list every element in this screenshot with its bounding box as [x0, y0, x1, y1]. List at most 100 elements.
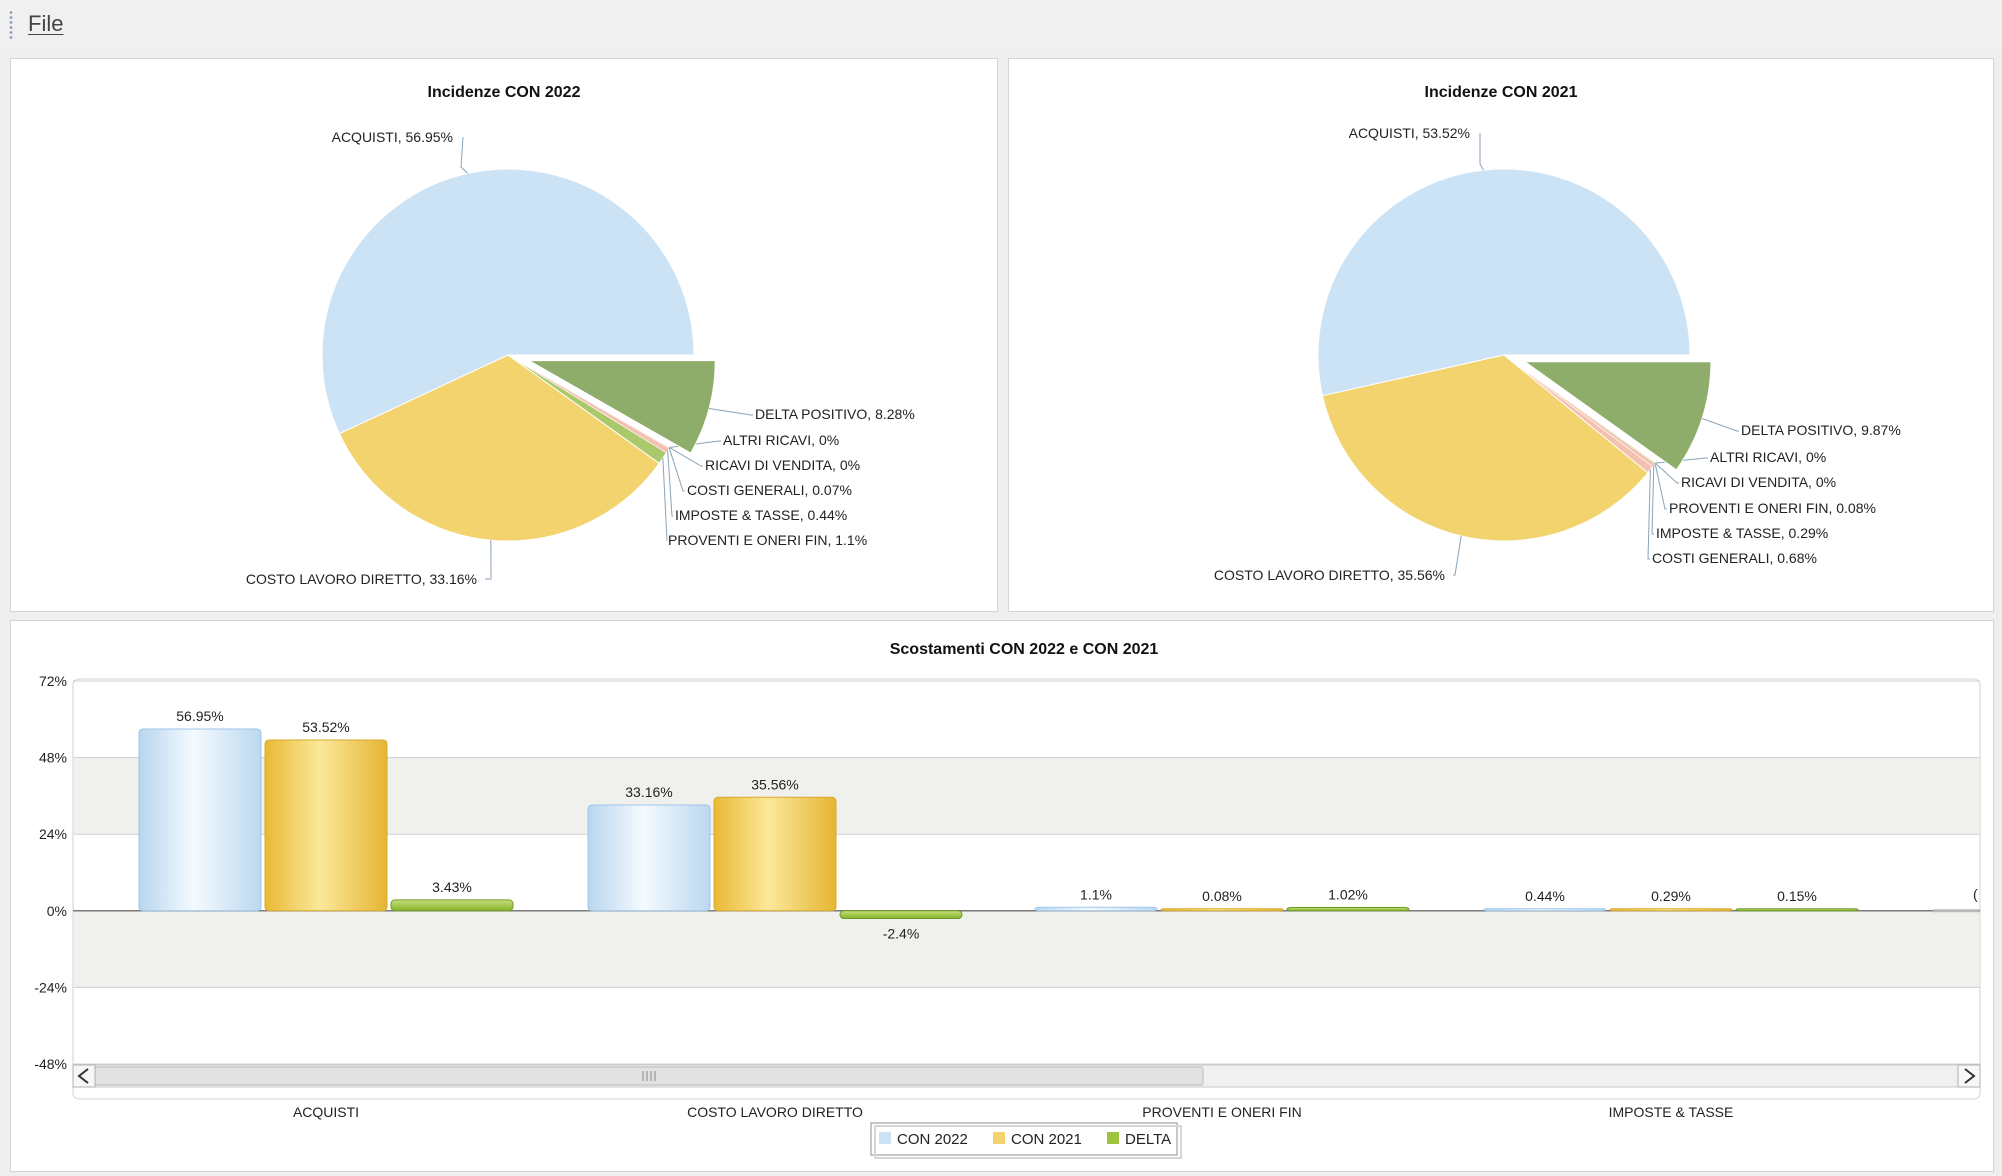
data-label: 1.02%: [1328, 887, 1368, 903]
pie-label-acquisti: ACQUISTI, 53.52%: [1349, 125, 1470, 141]
data-label: 33.16%: [625, 784, 672, 800]
pie-slice-costo-lavoro-diretto[interactable]: [338, 354, 660, 542]
pie-label-costi-generali: COSTI GENERALI, 0.07%: [687, 482, 852, 498]
category-label-costo-lavoro-diretto: COSTO LAVORO DIRETTO: [687, 1104, 863, 1120]
menu-file[interactable]: File: [28, 11, 64, 36]
leader-line: [1647, 469, 1651, 560]
pie-label-imposte-and-tasse: IMPOSTE & TASSE, 0.44%: [675, 507, 847, 523]
legend-shadow: [874, 1125, 1182, 1159]
data-label: 56.95%: [176, 708, 223, 724]
bar-con-2021-costo-lavoro-diretto[interactable]: [713, 796, 837, 912]
legend-label: CON 2022: [897, 1131, 968, 1148]
pie-label-ricavi-di-vendita: RICAVI DI VENDITA, 0%: [1681, 474, 1836, 490]
leader-line: [1701, 417, 1739, 432]
toolbar-grip[interactable]: [8, 10, 14, 40]
leader-line: [460, 136, 469, 174]
data-label: 0.08%: [1202, 888, 1242, 904]
chart-title: Incidenze CON 2021: [1425, 84, 1578, 101]
chart-title: Scostamenti CON 2022 e CON 2021: [890, 641, 1159, 658]
leader-line: [1654, 463, 1667, 510]
bar-con-2021-acquisti[interactable]: [264, 739, 388, 912]
y-tick-label: 0%: [47, 903, 67, 919]
scrollbar-thumb[interactable]: [94, 1066, 1204, 1086]
leader-line: [1479, 133, 1484, 171]
pie-chart-2021: Incidenze CON 2021 ACQUISTI, 53.52% COSTO…: [1214, 84, 1901, 583]
legend-label: CON 2021: [1011, 1131, 1082, 1148]
horizontal-scrollbar[interactable]: [72, 1064, 1981, 1088]
data-label: 0.29%: [1651, 888, 1691, 904]
leader-line: [667, 450, 673, 517]
bar-chart: Scostamenti CON 2022 e CON 2021 72% 48% 24…: [34, 641, 1981, 1159]
bar-con-2022-costo-lavoro-diretto[interactable]: [587, 804, 711, 912]
scrollbar-thumb-grip: [642, 1071, 656, 1081]
leader-line: [708, 408, 753, 416]
pie-slice-costo-lavoro-diretto[interactable]: [1321, 354, 1649, 542]
legend-label: DELTA: [1125, 1131, 1171, 1148]
legend-item-con-2021[interactable]: CON 2021: [993, 1131, 1082, 1148]
bar-delta-acquisti[interactable]: [390, 899, 514, 912]
scroll-right-button[interactable]: [1957, 1064, 1981, 1088]
pie-chart-panel-2021: Incidenze CON 2021 ACQUISTI, 53.52% COSTO…: [1008, 58, 1994, 612]
grid: [73, 680, 1980, 1065]
bar-chart-panel: Scostamenti CON 2022 e CON 2021 72% 48% 24…: [10, 620, 1994, 1172]
data-label: -2.4%: [883, 925, 920, 941]
scroll-left-button[interactable]: [72, 1064, 96, 1088]
chevron-left-icon: [77, 1068, 89, 1084]
data-label: 35.56%: [751, 776, 798, 792]
legend-swatch: [1107, 1132, 1119, 1144]
legend: [870, 1122, 1182, 1159]
bar-con-2022-proventi-e-oneri-fin[interactable]: [1034, 906, 1158, 912]
category-label-proventi-e-oneri-fin: PROVENTI E ONERI FIN: [1142, 1104, 1301, 1120]
y-tick-label: 72%: [39, 673, 67, 689]
legend-swatch: [993, 1132, 1005, 1144]
bar-delta-costo-lavoro-diretto[interactable]: [839, 910, 963, 919]
pie-label-delta-positivo: DELTA POSITIVO, 8.28%: [755, 406, 915, 422]
data-label: 3.43%: [432, 879, 472, 895]
legend-swatch: [879, 1132, 891, 1144]
bar-con-2021-proventi-e-oneri-fin[interactable]: [1160, 908, 1284, 912]
bar-con-2021-imposte-and-tasse[interactable]: [1609, 908, 1733, 912]
pie-label-ricavi-di-vendita: RICAVI DI VENDITA, 0%: [705, 457, 860, 473]
pie-chart-panel-2022: Incidenze CON 2022 ACQUISTI, 56.95% COSTO…: [10, 58, 998, 612]
leader-line: [668, 447, 685, 492]
chevron-right-icon: [1964, 1068, 1976, 1084]
leader-line: [662, 457, 668, 542]
data-label-clipped: (: [1973, 886, 1978, 902]
pie-label-imposte-and-tasse: IMPOSTE & TASSE, 0.29%: [1656, 525, 1828, 541]
pie-label-acquisti: ACQUISTI, 56.95%: [332, 129, 453, 145]
bar-con-2022-acquisti[interactable]: [138, 728, 262, 912]
pie-label-costo-lavoro-diretto: COSTO LAVORO DIRETTO, 35.56%: [1214, 567, 1445, 583]
pie-slice-delta-positivo[interactable]: [1523, 361, 1712, 471]
pie-chart-2022: Incidenze CON 2022 ACQUISTI, 56.95% COSTO…: [246, 84, 915, 587]
pie-slice-acquisti[interactable]: [321, 168, 695, 435]
data-label: 0.44%: [1525, 888, 1565, 904]
leader-line: [669, 447, 703, 467]
legend-box: [870, 1122, 1178, 1156]
leader-line: [1453, 535, 1462, 576]
pie-label-proventi-e-oneri-fin: PROVENTI E ONERI FIN, 1.1%: [668, 532, 867, 548]
bar-delta-proventi-e-oneri-fin[interactable]: [1286, 907, 1410, 912]
chart-title: Incidenze CON 2022: [428, 84, 581, 101]
data-label: 0.15%: [1777, 888, 1817, 904]
legend-item-con-2022[interactable]: CON 2022: [879, 1131, 968, 1148]
pie-slice-delta-positivo[interactable]: [527, 360, 716, 454]
legend-item-delta[interactable]: DELTA: [1107, 1131, 1171, 1148]
menu-bar: File: [0, 0, 2002, 52]
pie-label-altri-ricavi: ALTRI RICAVI, 0%: [723, 432, 839, 448]
y-tick-label: 48%: [39, 750, 67, 766]
category-label-acquisti: ACQUISTI: [293, 1104, 359, 1120]
leader-line: [1655, 462, 1679, 484]
pie-label-delta-positivo: DELTA POSITIVO, 9.87%: [1741, 422, 1901, 438]
bar-con-2022-imposte-and-tasse[interactable]: [1483, 908, 1607, 912]
leader-line: [1651, 465, 1655, 535]
y-tick-label: -24%: [34, 979, 67, 995]
pie-label-costi-generali: COSTI GENERALI, 0.68%: [1652, 550, 1817, 566]
data-label: 1.1%: [1080, 886, 1112, 902]
y-tick-label: -48%: [34, 1056, 67, 1072]
grid-band: [74, 757, 1979, 835]
data-label: 53.52%: [302, 719, 349, 735]
grid-band: [74, 910, 1979, 988]
pie-label-costo-lavoro-diretto: COSTO LAVORO DIRETTO, 33.16%: [246, 571, 477, 587]
bar-delta-imposte-and-tasse[interactable]: [1735, 908, 1859, 912]
pie-label-proventi-e-oneri-fin: PROVENTI E ONERI FIN, 0.08%: [1669, 500, 1876, 516]
